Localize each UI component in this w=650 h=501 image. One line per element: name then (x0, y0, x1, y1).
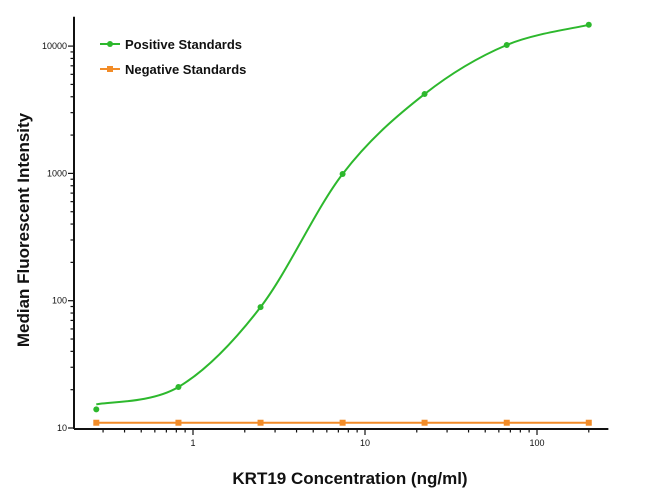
legend: Positive Standards Negative Standards (100, 37, 246, 77)
data-point (339, 419, 346, 426)
data-point (503, 419, 510, 426)
y-tick-label: 10 (57, 423, 67, 433)
data-point (421, 419, 428, 426)
data-point (339, 170, 346, 177)
data-point (503, 42, 510, 49)
series-0 (93, 21, 592, 413)
data-point (585, 21, 592, 28)
data-point (175, 383, 182, 390)
x-tick-label: 1 (190, 438, 195, 448)
legend-marker-negative (107, 66, 113, 72)
y-tick-label: 10000 (42, 41, 67, 51)
data-point (421, 91, 428, 98)
data-point (257, 419, 264, 426)
legend-item-positive: Positive Standards (100, 37, 242, 52)
data-point (93, 419, 100, 426)
series-line-0 (96, 23, 590, 406)
data-point (585, 419, 592, 426)
data-point (257, 304, 264, 311)
x-axis-title: KRT19 Concentration (ng/ml) (232, 469, 467, 488)
y-tick-label: 1000 (47, 168, 67, 178)
series-layer (93, 21, 592, 426)
legend-label-negative: Negative Standards (125, 62, 246, 77)
axes: 1 10 100 10 100 1000 10000 (42, 16, 609, 448)
x-tick-label: 100 (529, 438, 544, 448)
x-tick-label: 10 (360, 438, 370, 448)
legend-label-positive: Positive Standards (125, 37, 242, 52)
y-axis-title: Median Fluorescent Intensity (14, 112, 33, 347)
series-1 (93, 419, 592, 426)
legend-item-negative: Negative Standards (100, 62, 246, 77)
legend-marker-positive (107, 41, 113, 47)
data-point (93, 406, 100, 413)
y-tick-label: 100 (52, 296, 67, 306)
data-point (175, 419, 182, 426)
